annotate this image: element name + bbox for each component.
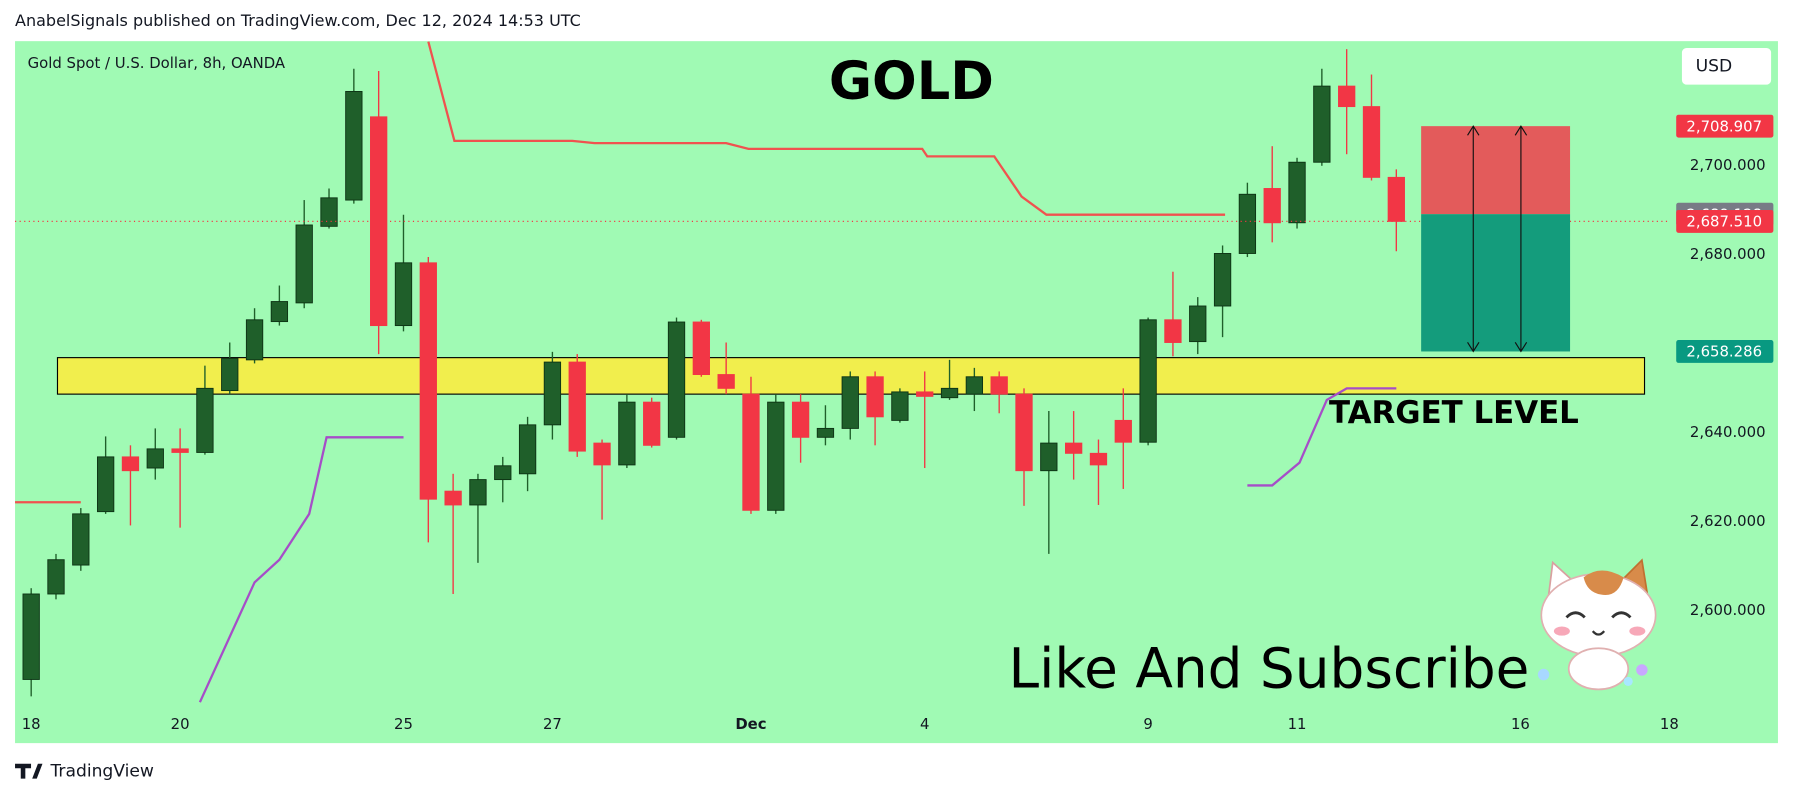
candle-body <box>270 301 289 323</box>
candle-body <box>146 448 164 469</box>
candle-body <box>1338 85 1356 108</box>
candle-body <box>667 321 686 438</box>
brand-logo <box>15 763 43 779</box>
candle-body <box>791 401 810 438</box>
candle-body <box>990 376 1008 395</box>
candle-body <box>72 513 90 566</box>
brand: TradingView <box>49 762 153 782</box>
candle-body <box>816 427 835 438</box>
candle-body <box>767 401 785 511</box>
annotation: Like And Subscribe <box>1009 636 1530 700</box>
candle-body <box>568 361 586 452</box>
y-tick-label: 2,680.000 <box>1690 245 1766 263</box>
candle-body <box>1139 319 1157 443</box>
y-tick-label: 2,620.000 <box>1690 512 1766 530</box>
candle-body <box>245 319 264 361</box>
x-tick-label: 20 <box>171 715 190 733</box>
indicator-line <box>198 387 1397 703</box>
zone-label: TARGET LEVEL <box>1329 395 1579 431</box>
candle-body <box>1263 188 1281 224</box>
x-tick-label: 4 <box>920 715 929 733</box>
candle-body <box>121 456 140 472</box>
candle-body <box>916 391 934 397</box>
arrow-head <box>1514 125 1528 353</box>
price-tag <box>1676 340 1774 363</box>
arrow-head <box>1467 125 1480 353</box>
candle-body <box>1040 442 1058 472</box>
x-tick-label: 11 <box>1288 715 1307 733</box>
sticker <box>1537 558 1657 691</box>
candle-body <box>320 197 338 227</box>
candle-body <box>469 479 487 506</box>
candle-body <box>196 387 214 453</box>
candle-body <box>891 391 909 421</box>
candle-body <box>1065 442 1083 454</box>
candle-body <box>1362 106 1381 178</box>
candle-body <box>618 401 636 466</box>
x-tick-label: 16 <box>1511 715 1530 733</box>
header: AnabelSignals published on TradingView.c… <box>15 11 581 30</box>
candle-body <box>444 490 462 506</box>
candle-body <box>1164 319 1182 343</box>
x-tick-label: Dec <box>735 715 766 733</box>
currency-button[interactable] <box>1681 48 1772 85</box>
price-tag <box>1676 209 1774 233</box>
indicator-line <box>15 41 1226 504</box>
y-tick-label: 2,600.000 <box>1690 601 1766 619</box>
candle-body <box>1015 393 1033 472</box>
candle-body <box>345 90 363 201</box>
price-tag-label: 2,687.510 <box>1686 213 1762 231</box>
x-tick-label: 27 <box>543 715 562 733</box>
candle-body <box>692 321 710 376</box>
candle-body <box>866 376 884 418</box>
candle-body <box>518 424 537 475</box>
candle-body <box>1313 85 1331 163</box>
target-zone-box <box>1421 214 1571 352</box>
candle-body <box>394 262 413 327</box>
x-tick-label: 18 <box>1660 715 1679 733</box>
x-tick-label: 9 <box>1143 715 1152 733</box>
candle-body <box>1213 253 1232 307</box>
candle-body <box>47 559 65 595</box>
stop-zone <box>1421 126 1571 215</box>
price-tag <box>1676 114 1774 138</box>
chart-title: GOLD <box>829 51 994 112</box>
x-tick-label: 18 <box>22 715 41 733</box>
candle-body <box>1288 161 1306 224</box>
candle-body <box>643 401 661 446</box>
candle-body <box>1387 176 1405 222</box>
y-tick-label: 2,700.000 <box>1690 156 1766 174</box>
y-tick-label: 2,640.000 <box>1690 423 1766 441</box>
candle-body <box>22 593 40 680</box>
candle-body <box>543 361 562 426</box>
candle-body <box>96 456 115 513</box>
candle-body <box>841 376 859 429</box>
price-tag-label: 2,708.907 <box>1686 117 1762 135</box>
candle-body <box>1189 305 1207 343</box>
candle-body <box>742 393 760 511</box>
candle-body <box>940 387 959 399</box>
candle-body <box>593 442 611 466</box>
candle-body <box>1089 452 1108 466</box>
currency[interactable]: USD <box>1696 56 1733 76</box>
candle-body <box>419 262 437 500</box>
candle-body <box>717 374 735 389</box>
symbol: Gold Spot / U.S. Dollar, 8h, OANDA <box>28 54 286 72</box>
candle-body <box>295 224 313 304</box>
x-tick-label: 25 <box>394 715 413 733</box>
candle-body <box>1238 193 1257 254</box>
candle-body <box>1114 419 1132 443</box>
candle-body <box>171 448 189 453</box>
candle-body <box>370 116 388 327</box>
candle-body <box>221 358 239 392</box>
candle-body <box>494 465 512 481</box>
price-tag-label: 2,658.286 <box>1686 343 1762 361</box>
candle-body <box>965 376 984 395</box>
